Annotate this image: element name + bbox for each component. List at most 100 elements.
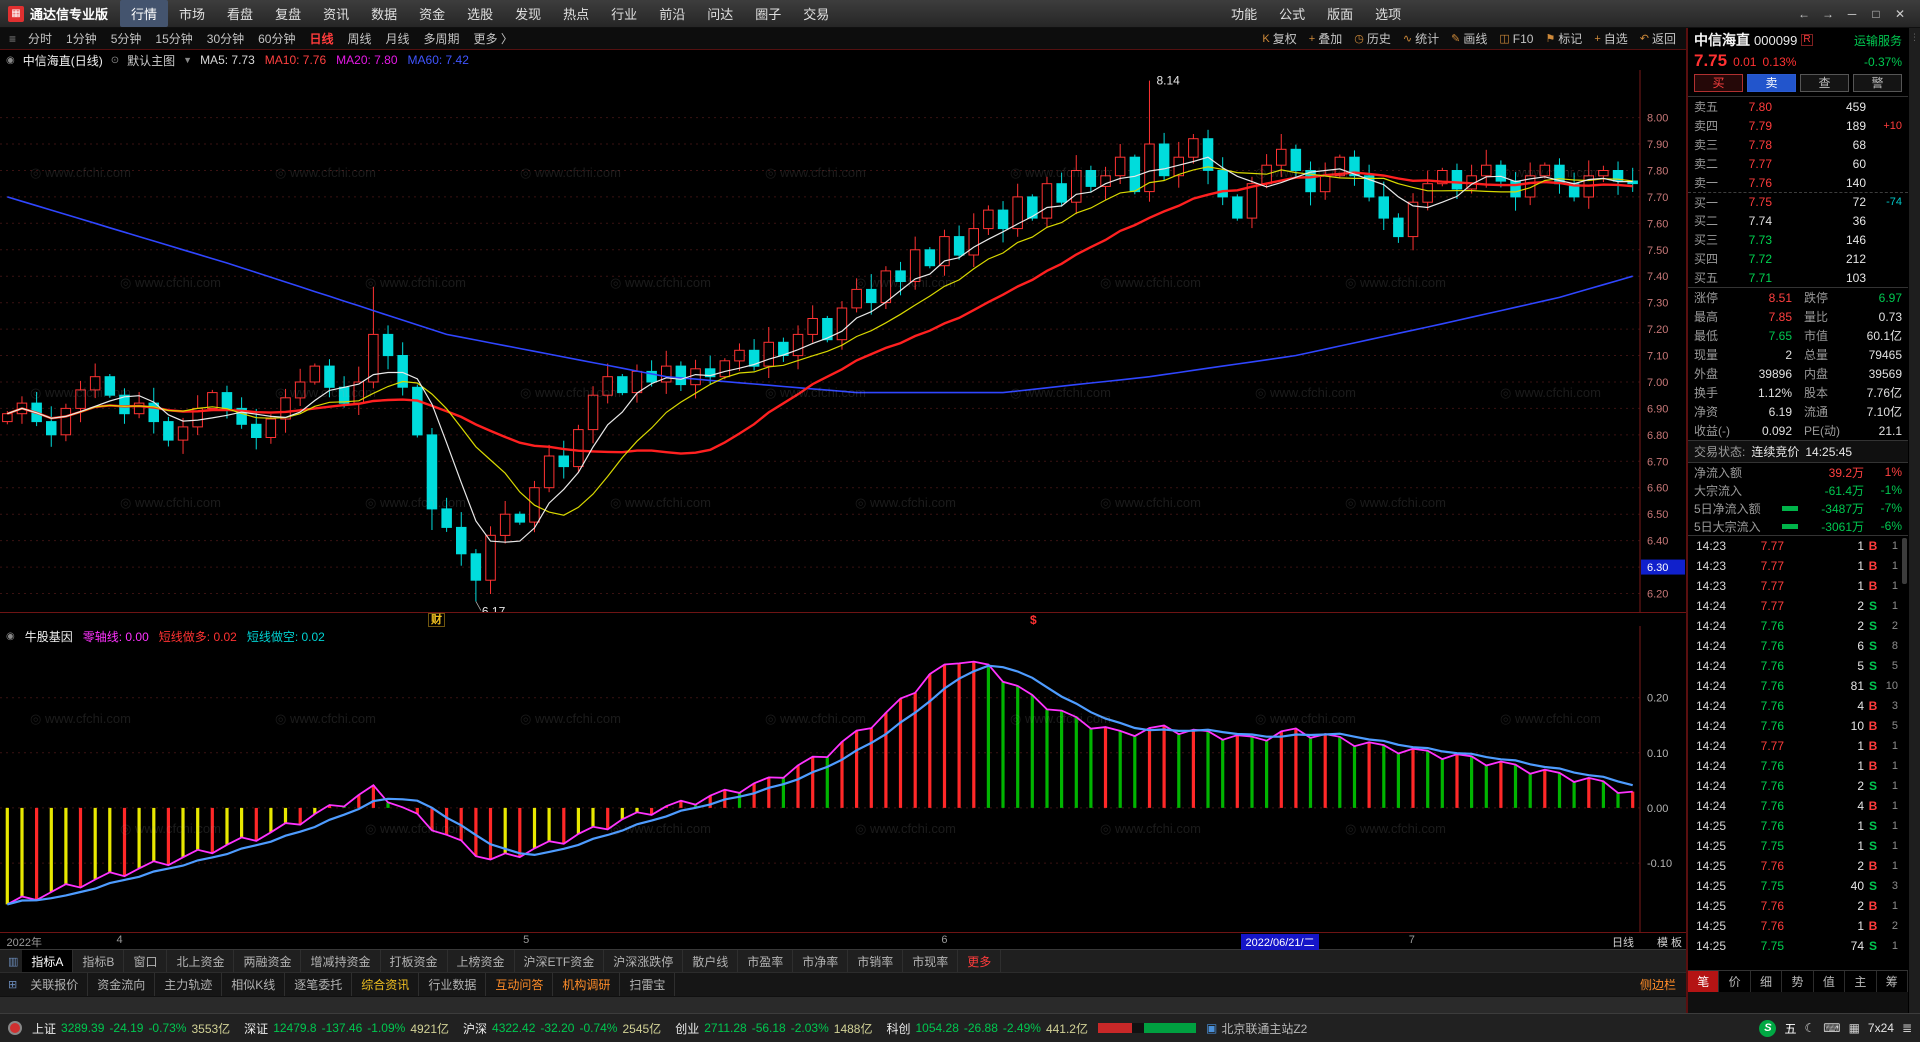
tab-增减持资金[interactable]: 增减持资金 — [301, 950, 381, 972]
query-button[interactable]: 查 — [1800, 74, 1849, 92]
sogou-logo-icon[interactable]: S — [1759, 1019, 1777, 1037]
tool-返回[interactable]: ↶ 返回 — [1634, 30, 1682, 47]
menu-item-行情[interactable]: 行情 — [120, 0, 169, 27]
menu-item-公式[interactable]: 公式 — [1279, 7, 1306, 22]
sell-button[interactable]: 卖 — [1747, 74, 1796, 92]
order-book-row[interactable]: 买二 7.74 36 — [1688, 211, 1908, 230]
tick-list[interactable]: 14:23 7.77 1 B 1 14:23 7.77 1 B 1 14:23 7.77 1 B 1 14:2… — [1688, 536, 1908, 970]
template-button[interactable]: 模 板 — [1656, 937, 1682, 949]
menu-item-热点[interactable]: 热点 — [563, 7, 590, 22]
right-edge-strip[interactable]: ⋮ — [1908, 28, 1920, 1013]
back-button[interactable]: ← — [1798, 6, 1810, 21]
menu-item-资讯[interactable]: 资讯 — [323, 7, 350, 22]
chevron-down-icon[interactable]: ▼ — [183, 55, 193, 65]
apps-icon[interactable]: ▦ — [1848, 1021, 1860, 1035]
period-tab-多周期[interactable]: 多周期 — [423, 32, 460, 46]
tab-市盈率[interactable]: 市盈率 — [738, 950, 794, 972]
tool-标记[interactable]: ⚑ 标记 — [1539, 30, 1588, 47]
grid-icon[interactable]: ⊞ — [8, 979, 18, 991]
tick-row[interactable]: 14:23 7.77 1 B 1 — [1688, 556, 1908, 576]
tick-row[interactable]: 14:24 7.76 2 S 2 — [1688, 616, 1908, 636]
index-item[interactable]: 科创 1054.28 -26.88 -2.49% 441.2亿 — [886, 1020, 1088, 1037]
minimize-button[interactable]: ─ — [1847, 6, 1857, 21]
moon-icon[interactable]: ☾ — [1804, 1021, 1816, 1035]
market-breadth-bar[interactable] — [1097, 1023, 1196, 1033]
tick-row[interactable]: 14:24 7.76 4 B 3 — [1688, 696, 1908, 716]
order-book-row[interactable]: 买五 7.71 103 — [1688, 268, 1908, 287]
tab-机构调研[interactable]: 机构调研 — [553, 973, 621, 996]
menu-item-选项[interactable]: 选项 — [1375, 7, 1402, 22]
tick-row[interactable]: 14:24 7.76 81 S 10 — [1688, 676, 1908, 696]
period-tab-5分钟[interactable]: 5分钟 — [110, 32, 142, 46]
index-item[interactable]: 创业 2711.28 -56.18 -2.03% 1488亿 — [675, 1020, 872, 1037]
alert-button[interactable]: 警 — [1853, 74, 1902, 92]
mini-tab-细[interactable]: 细 — [1751, 971, 1783, 992]
index-item[interactable]: 上证 3289.39 -24.19 -0.73% 3553亿 — [32, 1020, 230, 1037]
tab-上榜资金[interactable]: 上榜资金 — [448, 950, 515, 972]
tab-互动问答[interactable]: 互动问答 — [486, 973, 554, 996]
menu-item-版面[interactable]: 版面 — [1327, 7, 1354, 22]
menu-item-发现[interactable]: 发现 — [515, 7, 542, 22]
period-tab-60分钟[interactable]: 60分钟 — [258, 32, 296, 46]
tab-市销率[interactable]: 市销率 — [848, 950, 904, 972]
tab-沪深ETF资金[interactable]: 沪深ETF资金 — [515, 950, 605, 972]
forward-button[interactable]: → — [1822, 6, 1834, 21]
window-icon[interactable]: ▥ — [8, 955, 19, 968]
tool-复权[interactable]: K 复权 — [1256, 30, 1302, 47]
mini-tab-势[interactable]: 势 — [1782, 971, 1814, 992]
tool-历史[interactable]: ◷ 历史 — [1348, 30, 1397, 47]
tab-市净率[interactable]: 市净率 — [793, 950, 849, 972]
tick-row[interactable]: 14:25 7.75 74 S 1 — [1688, 936, 1908, 956]
tab-指标B[interactable]: 指标B — [73, 950, 125, 972]
list-icon[interactable]: ≣ — [1901, 1021, 1912, 1035]
order-book-row[interactable]: 买三 7.73 146 — [1688, 230, 1908, 249]
index-item[interactable]: 沪深 4322.42 -32.20 -0.74% 2545亿 — [463, 1020, 661, 1037]
menu-item-资金[interactable]: 资金 — [419, 7, 446, 22]
tab-指标A[interactable]: 指标A — [22, 950, 74, 972]
tab-打板资金[interactable]: 打板资金 — [381, 950, 448, 972]
menu-item-市场[interactable]: 市场 — [179, 7, 206, 22]
scrollbar[interactable] — [1902, 538, 1907, 584]
tick-row[interactable]: 14:24 7.76 5 S 5 — [1688, 656, 1908, 676]
tick-row[interactable]: 14:25 7.76 1 B 2 — [1688, 916, 1908, 936]
period-tab-月线[interactable]: 月线 — [385, 32, 410, 46]
menu-icon[interactable]: ≡ — [9, 31, 17, 46]
tab-资金流向[interactable]: 资金流向 — [88, 973, 156, 996]
tool-画线[interactable]: ✎ 画线 — [1445, 30, 1493, 47]
buy-button[interactable]: 买 — [1694, 74, 1743, 92]
tab-逐笔委托[interactable]: 逐笔委托 — [285, 973, 353, 996]
menu-item-圈子[interactable]: 圈子 — [755, 7, 782, 22]
tab-关联报价[interactable]: 关联报价 — [21, 973, 89, 996]
order-book-row[interactable]: 卖三 7.78 68 — [1688, 135, 1908, 154]
tab-窗口[interactable]: 窗口 — [124, 950, 168, 972]
tab-散户线[interactable]: 散户线 — [683, 950, 739, 972]
tick-row[interactable]: 14:24 7.76 1 B 1 — [1688, 756, 1908, 776]
order-book-row[interactable]: 卖四 7.79 189 +10 — [1688, 116, 1908, 135]
industry-link[interactable]: 运输服务 — [1853, 33, 1902, 48]
tab-北上资金[interactable]: 北上资金 — [167, 950, 235, 972]
tick-row[interactable]: 14:25 7.75 1 S 1 — [1688, 836, 1908, 856]
tick-row[interactable]: 14:23 7.77 1 B 1 — [1688, 576, 1908, 596]
tick-row[interactable]: 14:23 7.77 1 B 1 — [1688, 536, 1908, 556]
menu-item-看盘[interactable]: 看盘 — [227, 7, 254, 22]
order-book-row[interactable]: 买一 7.75 72 -74 — [1688, 192, 1908, 211]
tool-F10[interactable]: ◫ F10 — [1493, 32, 1539, 46]
mini-tab-价[interactable]: 价 — [1719, 971, 1751, 992]
tab-综合资讯[interactable]: 综合资讯 — [352, 973, 420, 996]
tool-自选[interactable]: + 自选 — [1588, 30, 1633, 47]
mini-tab-值[interactable]: 值 — [1814, 971, 1846, 992]
input-method-tag[interactable]: 五 — [1784, 1021, 1797, 1036]
tick-row[interactable]: 14:24 7.77 2 S 1 — [1688, 596, 1908, 616]
keyboard-icon[interactable]: ⌨ — [1823, 1021, 1841, 1035]
sidebar-toggle-button[interactable]: 侧边栏 — [1639, 978, 1676, 992]
menu-item-选股[interactable]: 选股 — [467, 7, 494, 22]
tick-row[interactable]: 14:24 7.76 6 S 8 — [1688, 636, 1908, 656]
period-tab-分时[interactable]: 分时 — [28, 32, 53, 46]
pane-divider[interactable]: 财 $ — [0, 612, 1686, 627]
tick-row[interactable]: 14:25 7.76 2 B 1 — [1688, 896, 1908, 916]
tab-行业数据[interactable]: 行业数据 — [419, 973, 487, 996]
tab-扫雷宝[interactable]: 扫雷宝 — [620, 973, 676, 996]
index-item[interactable]: 深证 12479.8 -137.46 -1.09% 4921亿 — [244, 1020, 449, 1037]
layout-label[interactable]: 默认主图 — [127, 53, 176, 68]
status-icon[interactable] — [8, 1021, 22, 1035]
